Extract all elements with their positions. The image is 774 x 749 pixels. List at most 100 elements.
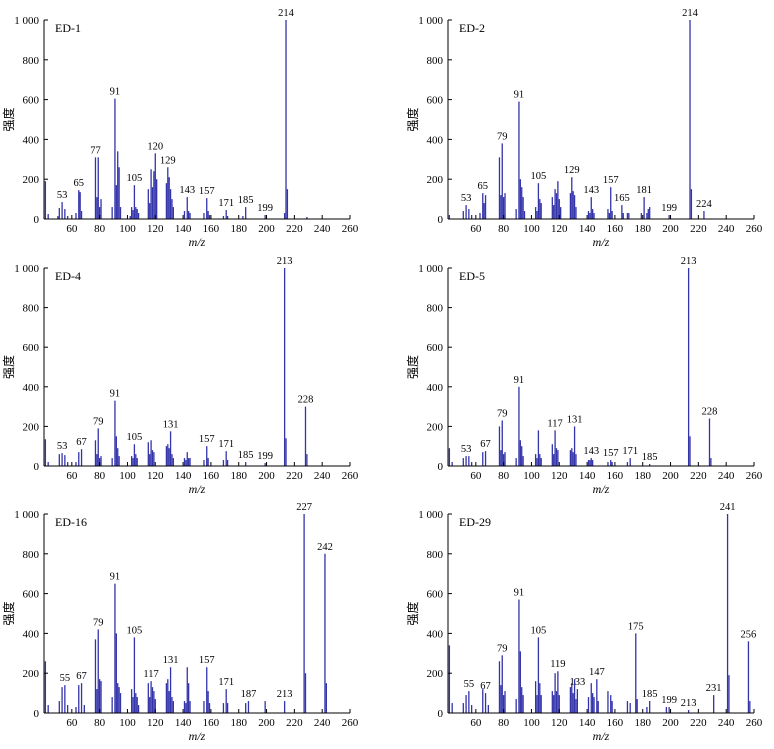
x-tick-label: 60 xyxy=(66,470,78,482)
peak-label: 181 xyxy=(636,185,652,196)
x-tick-label: 60 xyxy=(470,470,482,482)
peak-label: 185 xyxy=(238,450,254,461)
x-tick-label: 220 xyxy=(690,470,707,482)
y-tick-label: 800 xyxy=(23,549,40,561)
y-tick-label: 600 xyxy=(427,95,444,107)
y-tick-label: 600 xyxy=(23,95,40,107)
x-tick-label: 220 xyxy=(690,717,707,729)
peak-label: 105 xyxy=(127,625,143,636)
peak-label: 143 xyxy=(583,446,599,457)
x-tick-label: 200 xyxy=(258,717,275,729)
x-tick-label: 100 xyxy=(523,470,540,482)
peak-label: 199 xyxy=(661,203,677,214)
y-tick-label: 400 xyxy=(427,134,444,146)
y-tick-label: 200 xyxy=(23,174,40,186)
x-tick-label: 160 xyxy=(203,717,220,729)
peak-label: 171 xyxy=(218,439,234,450)
x-tick-label: 80 xyxy=(498,470,510,482)
peak-label: 157 xyxy=(603,448,619,459)
x-tick-label: 200 xyxy=(258,223,275,235)
peak-label: 53 xyxy=(461,193,472,204)
x-tick-label: 60 xyxy=(66,223,78,235)
x-axis-title: m/z xyxy=(189,235,206,249)
peak-label: 79 xyxy=(497,131,508,142)
x-tick-label: 160 xyxy=(203,223,220,235)
chart-panel: 0 200 400 600 800 1 000 60 80 100 120 140 160 180 200… xyxy=(1,8,359,249)
x-tick-label: 160 xyxy=(203,470,220,482)
x-tick-label: 100 xyxy=(119,223,136,235)
y-tick-label: 200 xyxy=(23,668,40,680)
peak-label: 165 xyxy=(614,193,630,204)
peak-label: 199 xyxy=(257,203,273,214)
peak-label: 214 xyxy=(682,8,699,19)
y-tick-label: 200 xyxy=(427,668,444,680)
x-tick-label: 160 xyxy=(607,223,624,235)
x-tick-label: 240 xyxy=(718,223,735,235)
x-tick-label: 100 xyxy=(523,717,540,729)
x-tick-label: 120 xyxy=(551,223,568,235)
peak-label: 129 xyxy=(160,155,176,166)
peak-label: 199 xyxy=(257,451,273,462)
peak-label: 157 xyxy=(199,434,215,445)
peak-label: 65 xyxy=(74,178,85,189)
peak-label: 105 xyxy=(127,432,143,443)
chart-panel: 0 200 400 600 800 1 000 60 80 100 120 140 160 180 200… xyxy=(405,502,763,743)
x-axis-title: m/z xyxy=(593,235,610,249)
x-tick-label: 120 xyxy=(147,470,164,482)
peak-label: 199 xyxy=(661,695,677,706)
peak-label: 171 xyxy=(622,446,638,457)
x-tick-label: 120 xyxy=(147,717,164,729)
peak-label: 120 xyxy=(147,141,163,152)
panel-title: ED-5 xyxy=(459,269,485,283)
y-tick-label: 800 xyxy=(23,55,40,67)
x-tick-label: 240 xyxy=(314,717,331,729)
y-tick-label: 0 xyxy=(438,214,444,226)
x-tick-label: 260 xyxy=(746,223,763,235)
peak-label: 91 xyxy=(514,90,525,101)
peak-label: 213 xyxy=(681,698,697,709)
y-tick-label: 0 xyxy=(34,214,40,226)
x-tick-label: 100 xyxy=(119,470,136,482)
peak-label: 187 xyxy=(241,689,257,700)
y-tick-label: 1 000 xyxy=(418,263,443,275)
peak-label: 67 xyxy=(76,671,87,682)
peak-label: 175 xyxy=(628,621,644,632)
y-axis-title: 强度 xyxy=(1,601,16,625)
y-tick-label: 400 xyxy=(23,628,40,640)
y-tick-label: 600 xyxy=(427,342,444,354)
peak-label: 171 xyxy=(218,677,234,688)
x-tick-label: 220 xyxy=(286,223,303,235)
y-tick-label: 400 xyxy=(427,628,444,640)
x-tick-label: 220 xyxy=(286,717,303,729)
peak-label: 185 xyxy=(238,195,254,206)
peak-label: 79 xyxy=(497,643,508,654)
chart-panel: 0 200 400 600 800 1 000 60 80 100 120 140 160 180 200… xyxy=(405,8,763,249)
peak-label: 242 xyxy=(317,542,333,553)
x-tick-label: 80 xyxy=(94,470,106,482)
x-tick-label: 180 xyxy=(634,470,651,482)
y-tick-label: 800 xyxy=(427,549,444,561)
peak-label: 117 xyxy=(547,418,562,429)
x-tick-label: 180 xyxy=(230,717,247,729)
y-tick-label: 600 xyxy=(23,589,40,601)
x-tick-label: 140 xyxy=(579,717,596,729)
x-tick-label: 240 xyxy=(314,223,331,235)
peak-label: 67 xyxy=(76,437,87,448)
peak-label: 67 xyxy=(480,439,491,450)
x-tick-label: 220 xyxy=(690,223,707,235)
peak-label: 241 xyxy=(720,502,736,513)
peak-label: 143 xyxy=(179,185,195,196)
x-tick-label: 240 xyxy=(718,470,735,482)
y-axis-title: 强度 xyxy=(1,355,16,379)
panel-title: ED-1 xyxy=(55,21,81,35)
y-tick-label: 600 xyxy=(23,342,40,354)
x-tick-label: 260 xyxy=(342,223,359,235)
chart-panel: 0 200 400 600 800 1 000 60 80 100 120 140 160 180 200… xyxy=(1,502,359,743)
peak-label: 224 xyxy=(696,199,713,210)
peak-label: 213 xyxy=(681,256,697,267)
y-tick-label: 0 xyxy=(438,708,444,720)
peak-label: 77 xyxy=(90,145,101,156)
y-tick-label: 800 xyxy=(427,55,444,67)
x-tick-label: 180 xyxy=(230,470,247,482)
